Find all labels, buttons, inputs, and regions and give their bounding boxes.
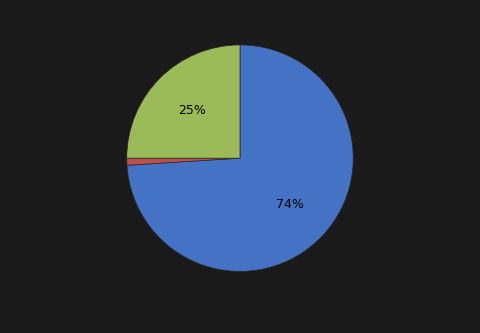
- Wedge shape: [127, 158, 240, 165]
- Wedge shape: [127, 45, 240, 158]
- Legend: Wages & Salaries, Employee Benefits, Operating Expenses: Wages & Salaries, Employee Benefits, Ope…: [67, 330, 413, 333]
- Text: 25%: 25%: [178, 104, 206, 117]
- Text: 74%: 74%: [276, 198, 303, 211]
- Wedge shape: [127, 45, 353, 271]
